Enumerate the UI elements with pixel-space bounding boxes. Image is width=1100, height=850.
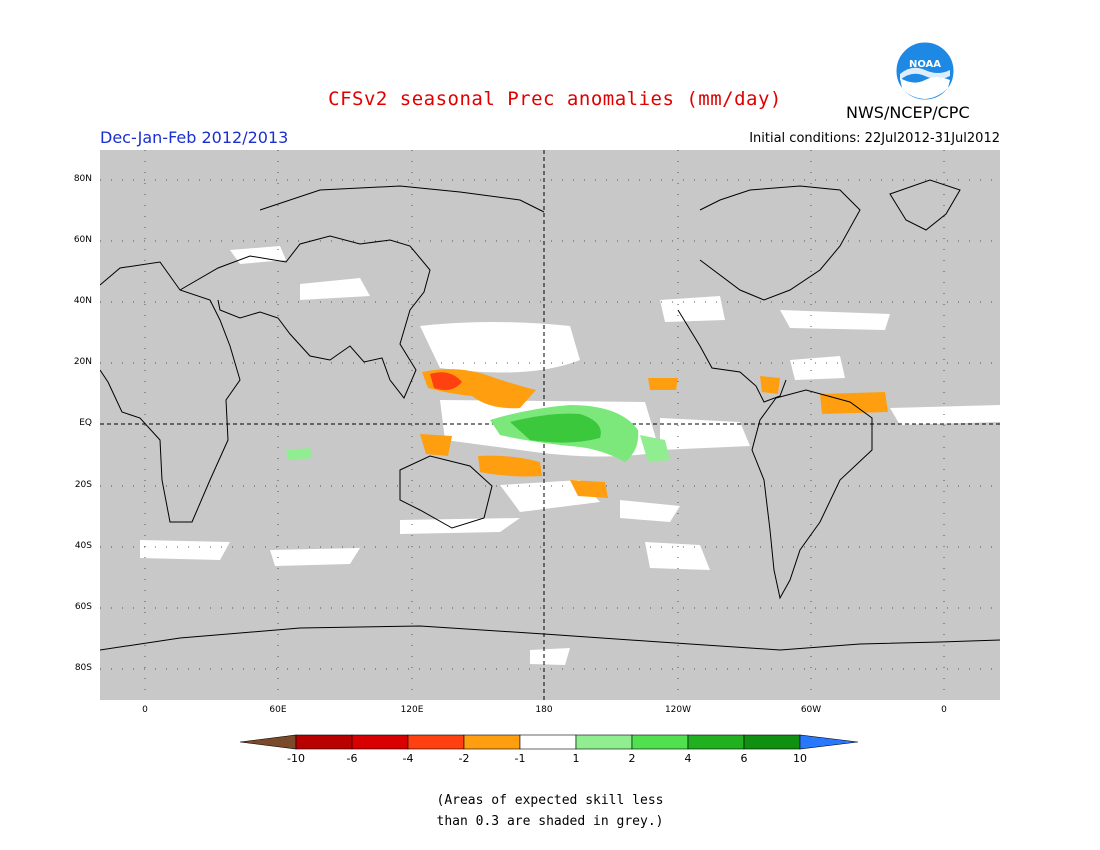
lon-label: 120E <box>400 705 424 715</box>
colorbar-segment <box>463 734 521 750</box>
colorbar-segment <box>743 734 801 750</box>
season-label: Dec-Jan-Feb 2012/2013 <box>100 128 289 147</box>
lat-label: 20S <box>74 480 92 490</box>
dry-anomalies <box>420 369 888 498</box>
colorbar <box>240 734 859 750</box>
lon-label: 120W <box>664 705 692 715</box>
colorbar-segment <box>351 734 409 750</box>
lat-label: 60N <box>73 235 92 245</box>
lat-label: 40N <box>73 296 92 306</box>
colorbar-segment <box>575 734 633 750</box>
organization-label: NWS/NCEP/CPC <box>846 103 970 122</box>
colorbar-segment <box>631 734 689 750</box>
graticule <box>100 150 1000 700</box>
wet-anomalies <box>286 405 670 462</box>
lat-label: 60S <box>74 602 92 612</box>
colorbar-label: -4 <box>402 752 414 765</box>
colorbar-segment <box>799 734 859 750</box>
logo-text: NOAA <box>909 59 941 70</box>
map-title: CFSv2 seasonal Prec anomalies (mm/day) <box>328 88 782 110</box>
noaa-logo: NOAA <box>895 41 955 101</box>
colorbar-label: -2 <box>458 752 470 765</box>
colorbar-label: -6 <box>346 752 358 765</box>
colorbar-segment <box>240 734 297 750</box>
lat-label: 80S <box>74 663 92 673</box>
colorbar-label: -1 <box>514 752 526 765</box>
colorbar-label: 2 <box>628 752 636 765</box>
colorbar-label: 6 <box>740 752 748 765</box>
precip-anomaly-map <box>100 150 1000 700</box>
colorbar-segment <box>687 734 745 750</box>
coastlines <box>100 179 1000 651</box>
colorbar-label: 10 <box>793 752 807 765</box>
lat-label: 80N <box>73 174 92 184</box>
lon-label: 60E <box>269 705 287 715</box>
lon-label: 180 <box>535 705 553 715</box>
lon-label: 0 <box>941 705 947 715</box>
skill-note-line1: (Areas of expected skill less <box>436 793 664 808</box>
colorbar-label: -10 <box>287 752 305 765</box>
colorbar-segment <box>519 734 577 750</box>
lon-label: 0 <box>142 705 148 715</box>
lat-label: 20N <box>73 357 92 367</box>
initial-conditions-label: Initial conditions: 22Jul2012-31Jul2012 <box>749 131 1000 146</box>
colorbar-segment <box>407 734 465 750</box>
lon-label: 60W <box>800 705 822 715</box>
skill-note-line2: than 0.3 are shaded in grey.) <box>436 814 664 829</box>
colorbar-segment <box>295 734 353 750</box>
colorbar-label: 4 <box>684 752 692 765</box>
lat-label: EQ <box>79 418 92 428</box>
lat-label: 40S <box>74 541 92 551</box>
colorbar-label: 1 <box>572 752 580 765</box>
